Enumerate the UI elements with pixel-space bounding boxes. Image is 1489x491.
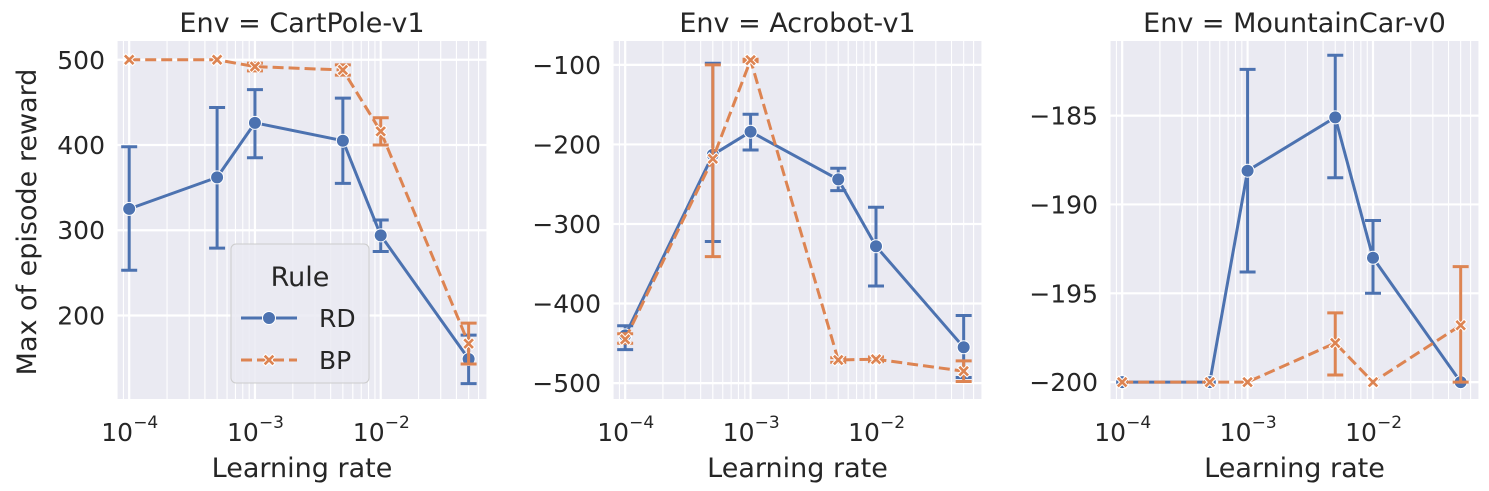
data-point bbox=[743, 124, 758, 139]
series-line bbox=[129, 58, 470, 345]
series-bp bbox=[617, 53, 972, 383]
data-point bbox=[831, 172, 846, 187]
x-tick-label-exponent: −2 bbox=[880, 413, 905, 433]
y-tick-label: 200 bbox=[57, 301, 105, 330]
y-tick-label: −300 bbox=[532, 210, 601, 239]
panel-title: Env = MountainCar-v0 bbox=[1143, 8, 1446, 39]
data-point bbox=[374, 124, 388, 139]
y-tick-label: −500 bbox=[532, 369, 601, 398]
x-tick-label: 10 bbox=[1220, 418, 1252, 447]
y-tick-label: −400 bbox=[532, 290, 601, 319]
x-tick-label: 10 bbox=[723, 418, 755, 447]
series-rd bbox=[617, 61, 972, 380]
legend-title: Rule bbox=[271, 262, 330, 293]
data-point bbox=[1366, 250, 1381, 265]
x-tick-label: 10 bbox=[1094, 418, 1126, 447]
plot-area bbox=[1110, 41, 1479, 399]
series-line bbox=[623, 130, 965, 349]
x-tick-label-exponent: −3 bbox=[259, 413, 284, 433]
x-axis-label: Learning rate bbox=[707, 453, 888, 484]
y-tick-label: −195 bbox=[1029, 279, 1098, 308]
y-tick-label: −200 bbox=[1029, 368, 1098, 397]
series-line bbox=[1122, 324, 1462, 384]
x-tick-label: 10 bbox=[597, 418, 629, 447]
legend-box bbox=[230, 243, 370, 384]
data-point bbox=[247, 115, 262, 130]
x-tick-label-exponent: −3 bbox=[1252, 413, 1277, 433]
data-point bbox=[1328, 336, 1342, 350]
x-tick-label: 10 bbox=[227, 418, 259, 447]
data-point bbox=[831, 353, 845, 367]
y-tick-label: −100 bbox=[532, 51, 601, 80]
legend-marker bbox=[262, 311, 276, 325]
data-point bbox=[706, 152, 720, 166]
y-tick-label: −185 bbox=[1029, 102, 1098, 131]
data-point bbox=[248, 59, 262, 74]
panel-title: Env = Acrobot-v1 bbox=[679, 8, 915, 39]
legend-label: BP bbox=[319, 346, 351, 375]
data-point bbox=[956, 364, 971, 378]
panel-title: Env = CartPole-v1 bbox=[179, 8, 424, 39]
grid bbox=[612, 41, 983, 399]
y-tick-label: −190 bbox=[1029, 190, 1098, 219]
y-tick-label: −200 bbox=[532, 130, 601, 159]
data-point bbox=[1453, 318, 1468, 332]
series-bp bbox=[122, 53, 477, 366]
data-point bbox=[335, 133, 350, 148]
data-point bbox=[122, 53, 136, 67]
data-point bbox=[869, 239, 884, 254]
series-rd bbox=[121, 88, 477, 386]
legend: Rule RD BP bbox=[230, 243, 370, 384]
x-tick-label-exponent: −2 bbox=[385, 413, 410, 433]
legend-marker bbox=[262, 353, 276, 367]
series-line bbox=[623, 58, 964, 373]
x-tick-label-exponent: −3 bbox=[755, 413, 780, 433]
data-point bbox=[869, 352, 883, 366]
x-tick-label-exponent: −4 bbox=[1126, 413, 1151, 433]
data-point bbox=[1328, 110, 1343, 125]
data-point bbox=[956, 340, 971, 355]
series-bp bbox=[1115, 265, 1469, 389]
data-point bbox=[1240, 375, 1255, 389]
data-point bbox=[1203, 375, 1217, 389]
data-point bbox=[210, 170, 225, 185]
data-point bbox=[122, 201, 137, 216]
x-tick-label: 10 bbox=[353, 418, 385, 447]
x-tick-label: 10 bbox=[101, 418, 133, 447]
data-point bbox=[1115, 375, 1129, 389]
data-point bbox=[1240, 163, 1255, 178]
x-tick-label-exponent: −4 bbox=[133, 413, 158, 433]
y-tick-label: 500 bbox=[57, 46, 105, 75]
y-axis-label: Max of episode reward bbox=[12, 69, 43, 376]
x-tick-label-exponent: −2 bbox=[1377, 413, 1402, 433]
x-tick-label: 10 bbox=[1345, 418, 1377, 447]
data-point bbox=[373, 228, 388, 243]
x-axis-label: Learning rate bbox=[1204, 453, 1385, 484]
legend-label: RD bbox=[319, 304, 356, 333]
data-point bbox=[618, 332, 632, 347]
x-tick-label: 10 bbox=[848, 418, 880, 447]
data-point bbox=[1366, 375, 1380, 389]
y-tick-label: 300 bbox=[57, 216, 105, 245]
data-point bbox=[461, 336, 476, 351]
x-tick-label-exponent: −4 bbox=[629, 413, 654, 433]
y-tick-label: 400 bbox=[57, 131, 105, 160]
series-line bbox=[128, 121, 470, 360]
data-point bbox=[210, 53, 224, 67]
x-axis-label: Learning rate bbox=[212, 453, 393, 484]
data-point bbox=[743, 53, 758, 67]
data-point bbox=[336, 63, 350, 77]
